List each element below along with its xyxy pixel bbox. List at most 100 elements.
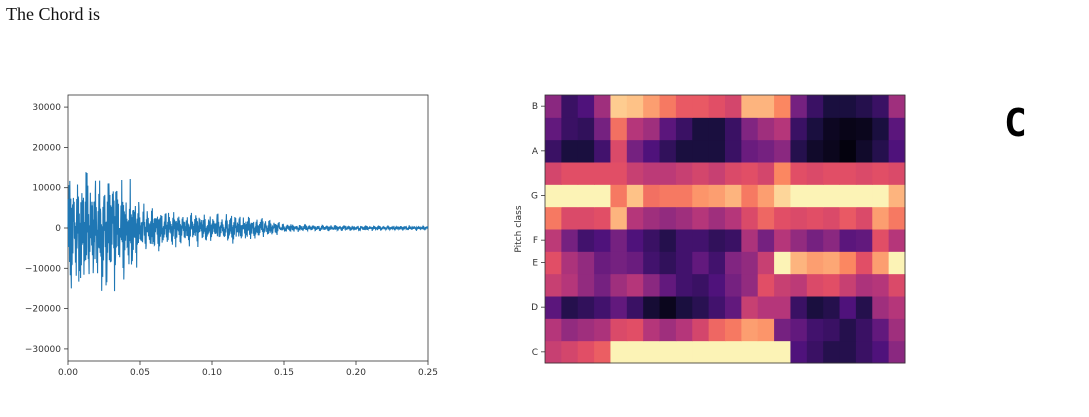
heatmap-cell bbox=[610, 296, 628, 319]
heatmap-cell bbox=[708, 296, 726, 319]
heatmap-cell bbox=[545, 95, 562, 118]
heatmap-cell bbox=[855, 273, 873, 297]
heatmap-cell bbox=[725, 139, 742, 163]
y-axis-label: Pitch class bbox=[514, 205, 524, 252]
heatmap-cell bbox=[806, 206, 824, 230]
heatmap-cell bbox=[577, 139, 595, 163]
x-tick-label: 0.25 bbox=[418, 368, 438, 378]
heatmap-cell bbox=[888, 139, 906, 163]
heatmap-cell bbox=[741, 318, 759, 342]
heatmap-cell bbox=[806, 95, 824, 118]
heatmap-cell bbox=[839, 318, 857, 342]
chromagram-chart: C D E F G A B Pitch class bbox=[514, 94, 906, 364]
heatmap-cell bbox=[774, 184, 791, 208]
chord-label: C bbox=[1004, 101, 1027, 145]
heatmap-cell bbox=[839, 162, 857, 185]
heatmap-cell bbox=[626, 206, 644, 230]
heatmap-cell bbox=[594, 251, 611, 275]
heatmap-cell bbox=[561, 184, 579, 208]
heatmap-cell bbox=[626, 273, 644, 297]
heatmap-cell bbox=[643, 162, 661, 185]
heatmap-cell bbox=[545, 117, 562, 141]
heatmap-cell bbox=[594, 95, 611, 118]
heatmap-cell bbox=[741, 340, 759, 364]
heatmap-cell bbox=[872, 318, 890, 342]
heatmap-cell bbox=[806, 318, 824, 342]
heatmap-cell bbox=[823, 229, 841, 252]
y-tick-label: −10000 bbox=[25, 264, 61, 274]
heatmap-cell bbox=[610, 340, 628, 364]
heatmap-cell bbox=[610, 251, 628, 275]
heatmap-cell bbox=[545, 340, 562, 364]
heatmap-cell bbox=[659, 95, 677, 118]
heatmap-cell bbox=[855, 184, 873, 208]
heatmap-cell bbox=[643, 95, 661, 118]
heatmap-cell bbox=[561, 117, 579, 141]
heatmap-cell bbox=[774, 296, 791, 319]
heatmap-cell bbox=[626, 139, 644, 163]
heatmap-cell bbox=[888, 229, 906, 252]
heatmap-cell bbox=[659, 117, 677, 141]
heatmap-cell bbox=[725, 206, 742, 230]
heatmap-cell bbox=[888, 162, 906, 185]
heatmap-cell bbox=[675, 184, 693, 208]
heatmap-cell bbox=[888, 117, 906, 141]
heatmap-cell bbox=[692, 139, 710, 163]
heatmap-cell bbox=[823, 139, 841, 163]
heatmap-cell bbox=[888, 251, 906, 275]
heatmap-cell bbox=[888, 95, 906, 118]
heatmap-cell bbox=[839, 139, 857, 163]
heatmap-cell bbox=[659, 229, 677, 252]
plot-frame bbox=[544, 94, 906, 364]
y-tick-label: F bbox=[533, 236, 538, 246]
heatmap-cell bbox=[594, 117, 611, 141]
y-tick-label: E bbox=[532, 259, 538, 269]
heatmap-cell bbox=[839, 296, 857, 319]
heatmap-cell bbox=[577, 95, 595, 118]
heatmap-cell bbox=[594, 318, 611, 342]
y-tick-label: 10000 bbox=[32, 184, 61, 194]
heatmap-cell bbox=[626, 296, 644, 319]
y-tick-label: A bbox=[532, 147, 539, 157]
heatmap-cell bbox=[692, 95, 710, 118]
heatmap-cell bbox=[757, 251, 775, 275]
heatmap-cell bbox=[806, 340, 824, 364]
heatmap-cell bbox=[708, 139, 726, 163]
heatmap-cell bbox=[725, 273, 742, 297]
heatmap-cell bbox=[790, 229, 808, 252]
heatmap-cell bbox=[839, 184, 857, 208]
heatmap-cell bbox=[806, 162, 824, 185]
heatmap-cell bbox=[577, 117, 595, 141]
heatmap-cell bbox=[610, 206, 628, 230]
heatmap-cell bbox=[806, 229, 824, 252]
heatmap-cell bbox=[708, 251, 726, 275]
heatmap-cell bbox=[659, 139, 677, 163]
heatmap-cell bbox=[888, 296, 906, 319]
heatmap-cell bbox=[888, 206, 906, 230]
heatmap-cell bbox=[774, 206, 791, 230]
heatmap-cell bbox=[561, 162, 579, 185]
heatmap-cell bbox=[790, 206, 808, 230]
heatmap-cell bbox=[577, 340, 595, 364]
heatmap-cell bbox=[741, 117, 759, 141]
heatmap-cell bbox=[626, 95, 644, 118]
x-tick-label: 0.15 bbox=[274, 368, 294, 378]
heatmap-cell bbox=[610, 184, 628, 208]
heatmap-cell bbox=[823, 340, 841, 364]
heatmap-cell bbox=[855, 139, 873, 163]
heatmap-cell bbox=[757, 229, 775, 252]
heatmap-cell bbox=[708, 340, 726, 364]
heatmap-cell bbox=[577, 229, 595, 252]
heatmap-cell bbox=[708, 95, 726, 118]
heatmap-cell bbox=[872, 206, 890, 230]
y-tick-label: 20000 bbox=[32, 143, 61, 153]
heatmap-cell bbox=[757, 184, 775, 208]
heatmap-cell bbox=[757, 318, 775, 342]
heatmap-cell bbox=[675, 340, 693, 364]
heatmap-cell bbox=[659, 296, 677, 319]
heatmap-cell bbox=[725, 318, 742, 342]
heatmap-cell bbox=[545, 273, 562, 297]
heatmap-cell bbox=[839, 251, 857, 275]
heatmap-cell bbox=[855, 229, 873, 252]
heatmap-cell bbox=[626, 251, 644, 275]
